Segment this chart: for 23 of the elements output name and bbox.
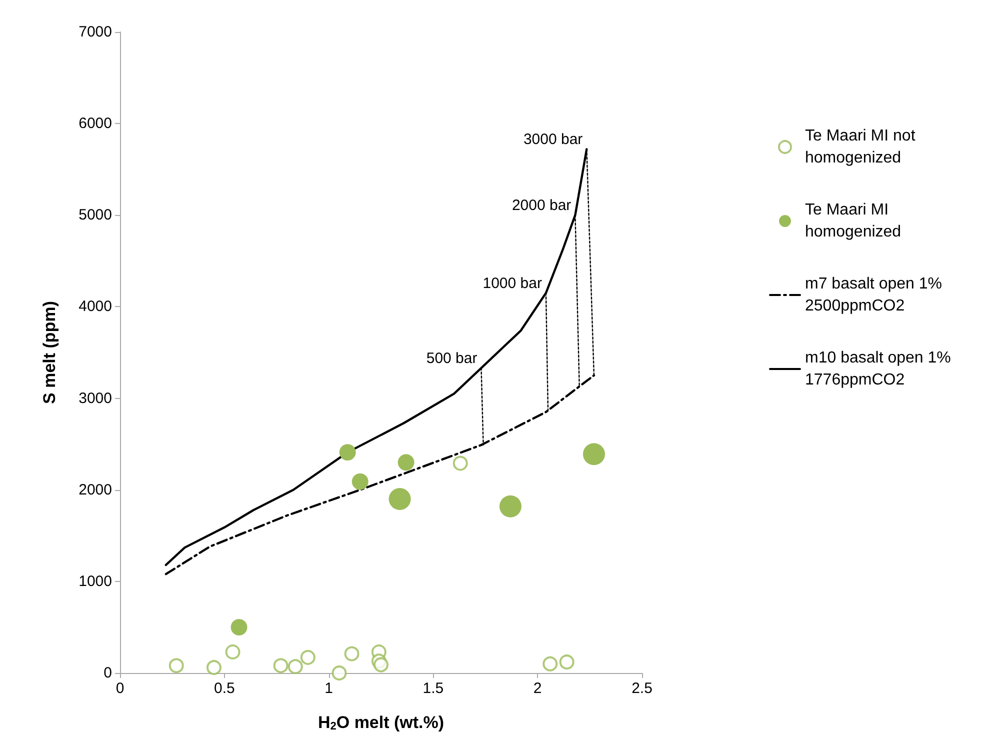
y-tick-label: 7000 xyxy=(78,24,112,40)
x-tick-label: 2 xyxy=(533,680,542,697)
legend-label: m10 basalt open 1% 1776ppmCO2 xyxy=(805,350,956,388)
x-tick-label: 1.5 xyxy=(422,680,444,697)
y-tick-label: 5000 xyxy=(78,206,112,224)
y-tick-label: 0 xyxy=(104,664,112,682)
y-tick-label: 4000 xyxy=(78,298,112,316)
x-tick-label: 1 xyxy=(324,680,333,697)
annotation: 3000 bar xyxy=(523,131,583,148)
y-axis-title: S melt (ppm) xyxy=(40,301,59,404)
legend-label: m7 basalt open 1% 2500ppmCO2 xyxy=(805,276,946,314)
legend-label: Te Maari MI homogenized xyxy=(805,202,902,240)
annotation: 1000 bar xyxy=(482,274,542,292)
legend-label: Te Maari MI not homogenized xyxy=(805,128,920,166)
annotation: 2000 bar xyxy=(512,197,572,214)
annotation: 500 bar xyxy=(426,350,478,368)
y-tick-label: 2000 xyxy=(78,481,112,498)
y-tick-label: 3000 xyxy=(78,390,112,407)
x-tick-label: 0 xyxy=(116,680,124,697)
x-tick-label: 0.5 xyxy=(214,680,235,697)
y-tick-label: 6000 xyxy=(78,115,112,132)
y-tick-label: 1000 xyxy=(78,572,112,590)
x-tick-label: 2.5 xyxy=(632,680,652,697)
